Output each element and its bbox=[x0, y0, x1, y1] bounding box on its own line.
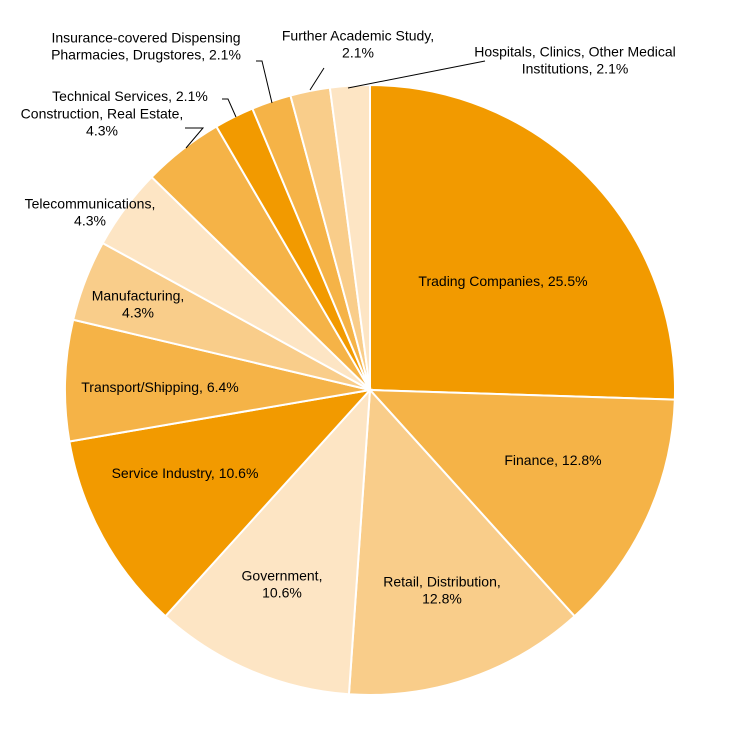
slice-label: Hospitals, Clinics, Other Medical Institu… bbox=[474, 44, 676, 77]
slice-label: Technical Services, 2.1% bbox=[52, 88, 208, 104]
slice-label-line: Finance, 12.8% bbox=[504, 452, 601, 468]
slice-label-line: Telecommunications, bbox=[25, 196, 156, 212]
leader-line bbox=[222, 98, 237, 118]
leader-line bbox=[347, 60, 486, 89]
slice-label-line: 4.3% bbox=[74, 213, 106, 229]
slice-label: Government, 10.6% bbox=[242, 568, 323, 601]
slice-label-line: Government, bbox=[242, 568, 323, 584]
slice-label: Further Academic Study, 2.1% bbox=[282, 28, 434, 61]
slice-label-line: Construction, Real Estate, bbox=[21, 106, 184, 122]
pie-slice bbox=[64, 318, 371, 443]
slice-label-line: 10.6% bbox=[262, 585, 302, 601]
leader-line bbox=[185, 127, 205, 149]
slice-label: Finance, 12.8% bbox=[504, 452, 601, 468]
slice-label-line: Technical Services, 2.1% bbox=[52, 88, 208, 104]
slice-label-line: 2.1% bbox=[342, 45, 374, 61]
leader-line bbox=[309, 67, 325, 91]
pie-slice bbox=[347, 387, 576, 696]
slice-label-line: Manufacturing, bbox=[92, 288, 185, 304]
slice-label-line: Institutions, 2.1% bbox=[522, 61, 629, 77]
slice-label-line: Transport/Shipping, 6.4% bbox=[81, 379, 238, 395]
pie-slice bbox=[367, 388, 676, 618]
slice-label-line: Service Industry, 10.6% bbox=[112, 465, 259, 481]
slice-label-line: Pharmacies, Drugstores, 2.1% bbox=[51, 47, 241, 63]
pie-slice bbox=[164, 387, 372, 696]
leader-line bbox=[256, 60, 273, 104]
slice-label: Insurance-covered Dispensing Pharmacies, … bbox=[51, 30, 241, 63]
slice-label-line: Retail, Distribution, bbox=[383, 574, 501, 590]
slice-label-line: Insurance-covered Dispensing bbox=[51, 30, 240, 46]
pie-slice bbox=[369, 83, 676, 401]
pie-slices bbox=[64, 83, 676, 696]
slice-label: Service Industry, 10.6% bbox=[112, 465, 259, 481]
slice-label: Telecommunications, 4.3% bbox=[25, 196, 156, 229]
slice-label-line: Trading Companies, 25.5% bbox=[418, 273, 587, 289]
pie-slice bbox=[328, 83, 371, 391]
slice-label-line: Hospitals, Clinics, Other Medical bbox=[474, 44, 676, 60]
slice-label-line: Further Academic Study, bbox=[282, 28, 434, 44]
slice-label: Manufacturing, 4.3% bbox=[92, 288, 185, 321]
slice-label-line: 4.3% bbox=[122, 305, 154, 321]
slice-label: Construction, Real Estate, 4.3% bbox=[21, 106, 184, 139]
slice-labels: Trading Companies, 25.5% Finance, 12.8% Re… bbox=[21, 28, 676, 607]
slice-label: Transport/Shipping, 6.4% bbox=[81, 379, 238, 395]
slice-label-line: 4.3% bbox=[86, 123, 118, 139]
slice-label-line: 12.8% bbox=[422, 591, 462, 607]
leader-lines bbox=[185, 60, 486, 149]
pie-slice bbox=[68, 388, 373, 618]
slice-label: Trading Companies, 25.5% bbox=[418, 273, 587, 289]
slice-label: Retail, Distribution, 12.8% bbox=[383, 574, 501, 607]
